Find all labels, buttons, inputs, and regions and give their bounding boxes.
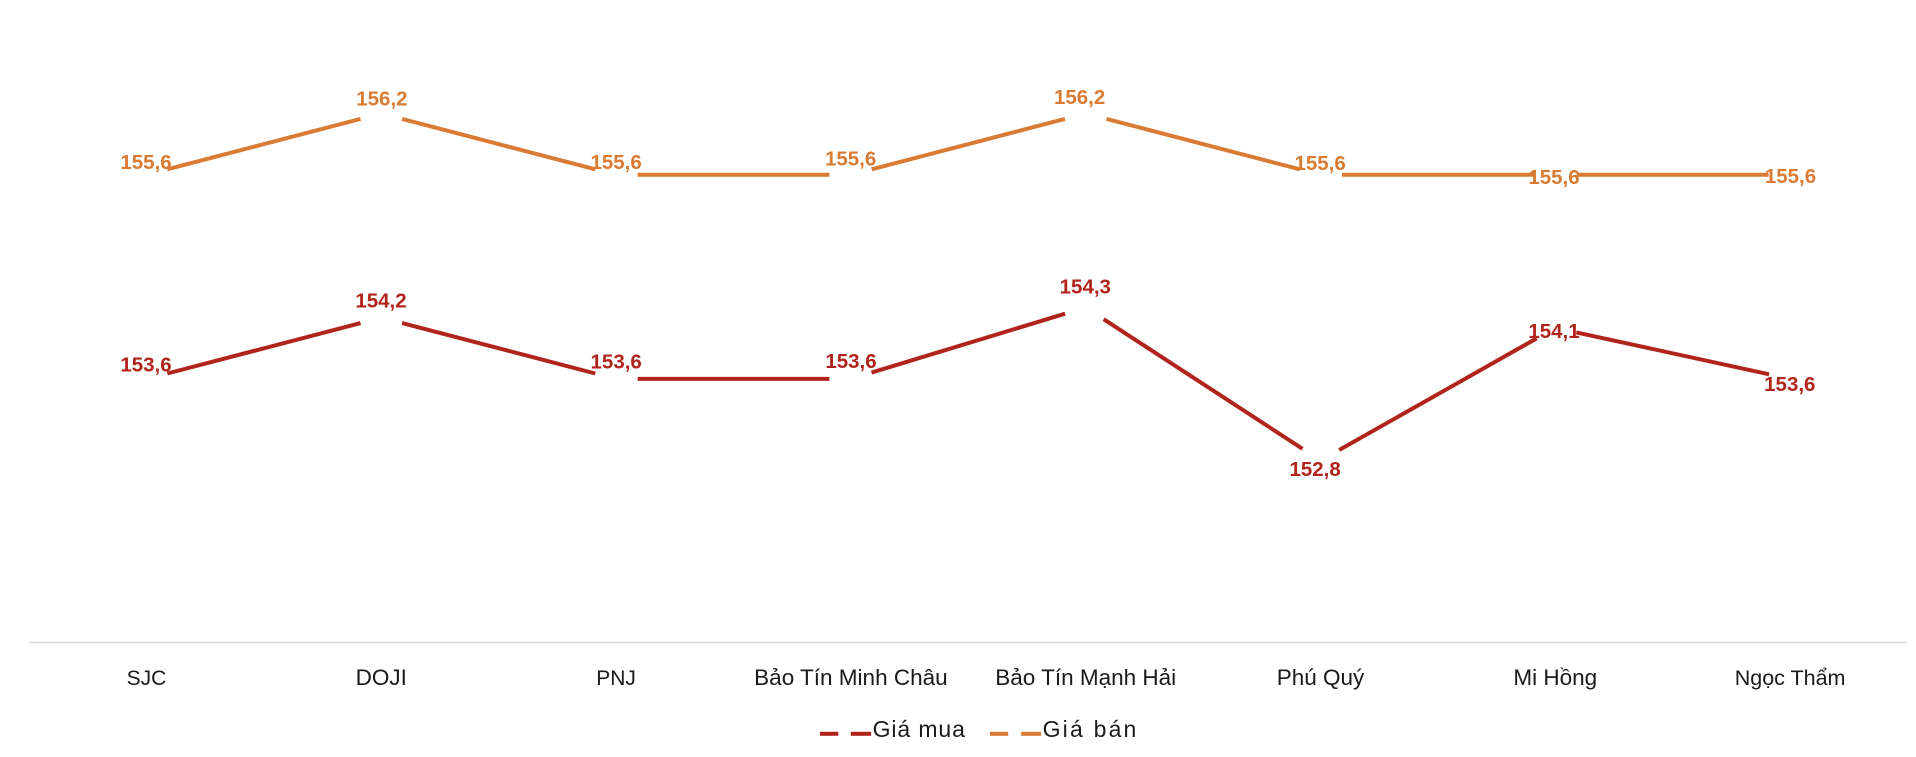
svg-text:155,6: 155,6 [1765, 165, 1816, 188]
svg-text:Ngọc Thẩm: Ngọc Thẩm [1735, 666, 1846, 690]
svg-text:Bảo Tín Mạnh Hải: Bảo Tín Mạnh Hải [995, 665, 1176, 690]
svg-text:155,6: 155,6 [825, 148, 876, 171]
svg-text:155,6: 155,6 [120, 151, 171, 174]
svg-text:153,6: 153,6 [825, 350, 876, 373]
svg-text:153,6: 153,6 [120, 354, 171, 377]
svg-text:153,6: 153,6 [1764, 373, 1815, 396]
svg-text:153,6: 153,6 [591, 351, 642, 374]
svg-text:154,2: 154,2 [355, 290, 406, 313]
svg-text:DOJI: DOJI [356, 665, 407, 690]
svg-text:156,2: 156,2 [1054, 86, 1105, 109]
svg-text:156,2: 156,2 [356, 87, 407, 110]
svg-text:Mi Hồng: Mi Hồng [1513, 665, 1597, 690]
svg-text:154,1: 154,1 [1528, 320, 1579, 343]
svg-text:154,3: 154,3 [1060, 275, 1111, 298]
svg-text:155,6: 155,6 [590, 151, 641, 174]
svg-text:Phú Quý: Phú Quý [1277, 665, 1365, 690]
svg-text:PNJ: PNJ [596, 667, 636, 690]
svg-text:Bảo Tín Minh Châu: Bảo Tín Minh Châu [754, 665, 947, 690]
svg-text:152,8: 152,8 [1289, 458, 1340, 481]
svg-text:155,6: 155,6 [1528, 166, 1579, 189]
svg-text:155,6: 155,6 [1294, 152, 1345, 175]
svg-text:SJC: SJC [127, 667, 167, 690]
svg-text:Giá mua: Giá mua [873, 716, 966, 742]
svg-text:Giá bán: Giá bán [1043, 716, 1139, 742]
